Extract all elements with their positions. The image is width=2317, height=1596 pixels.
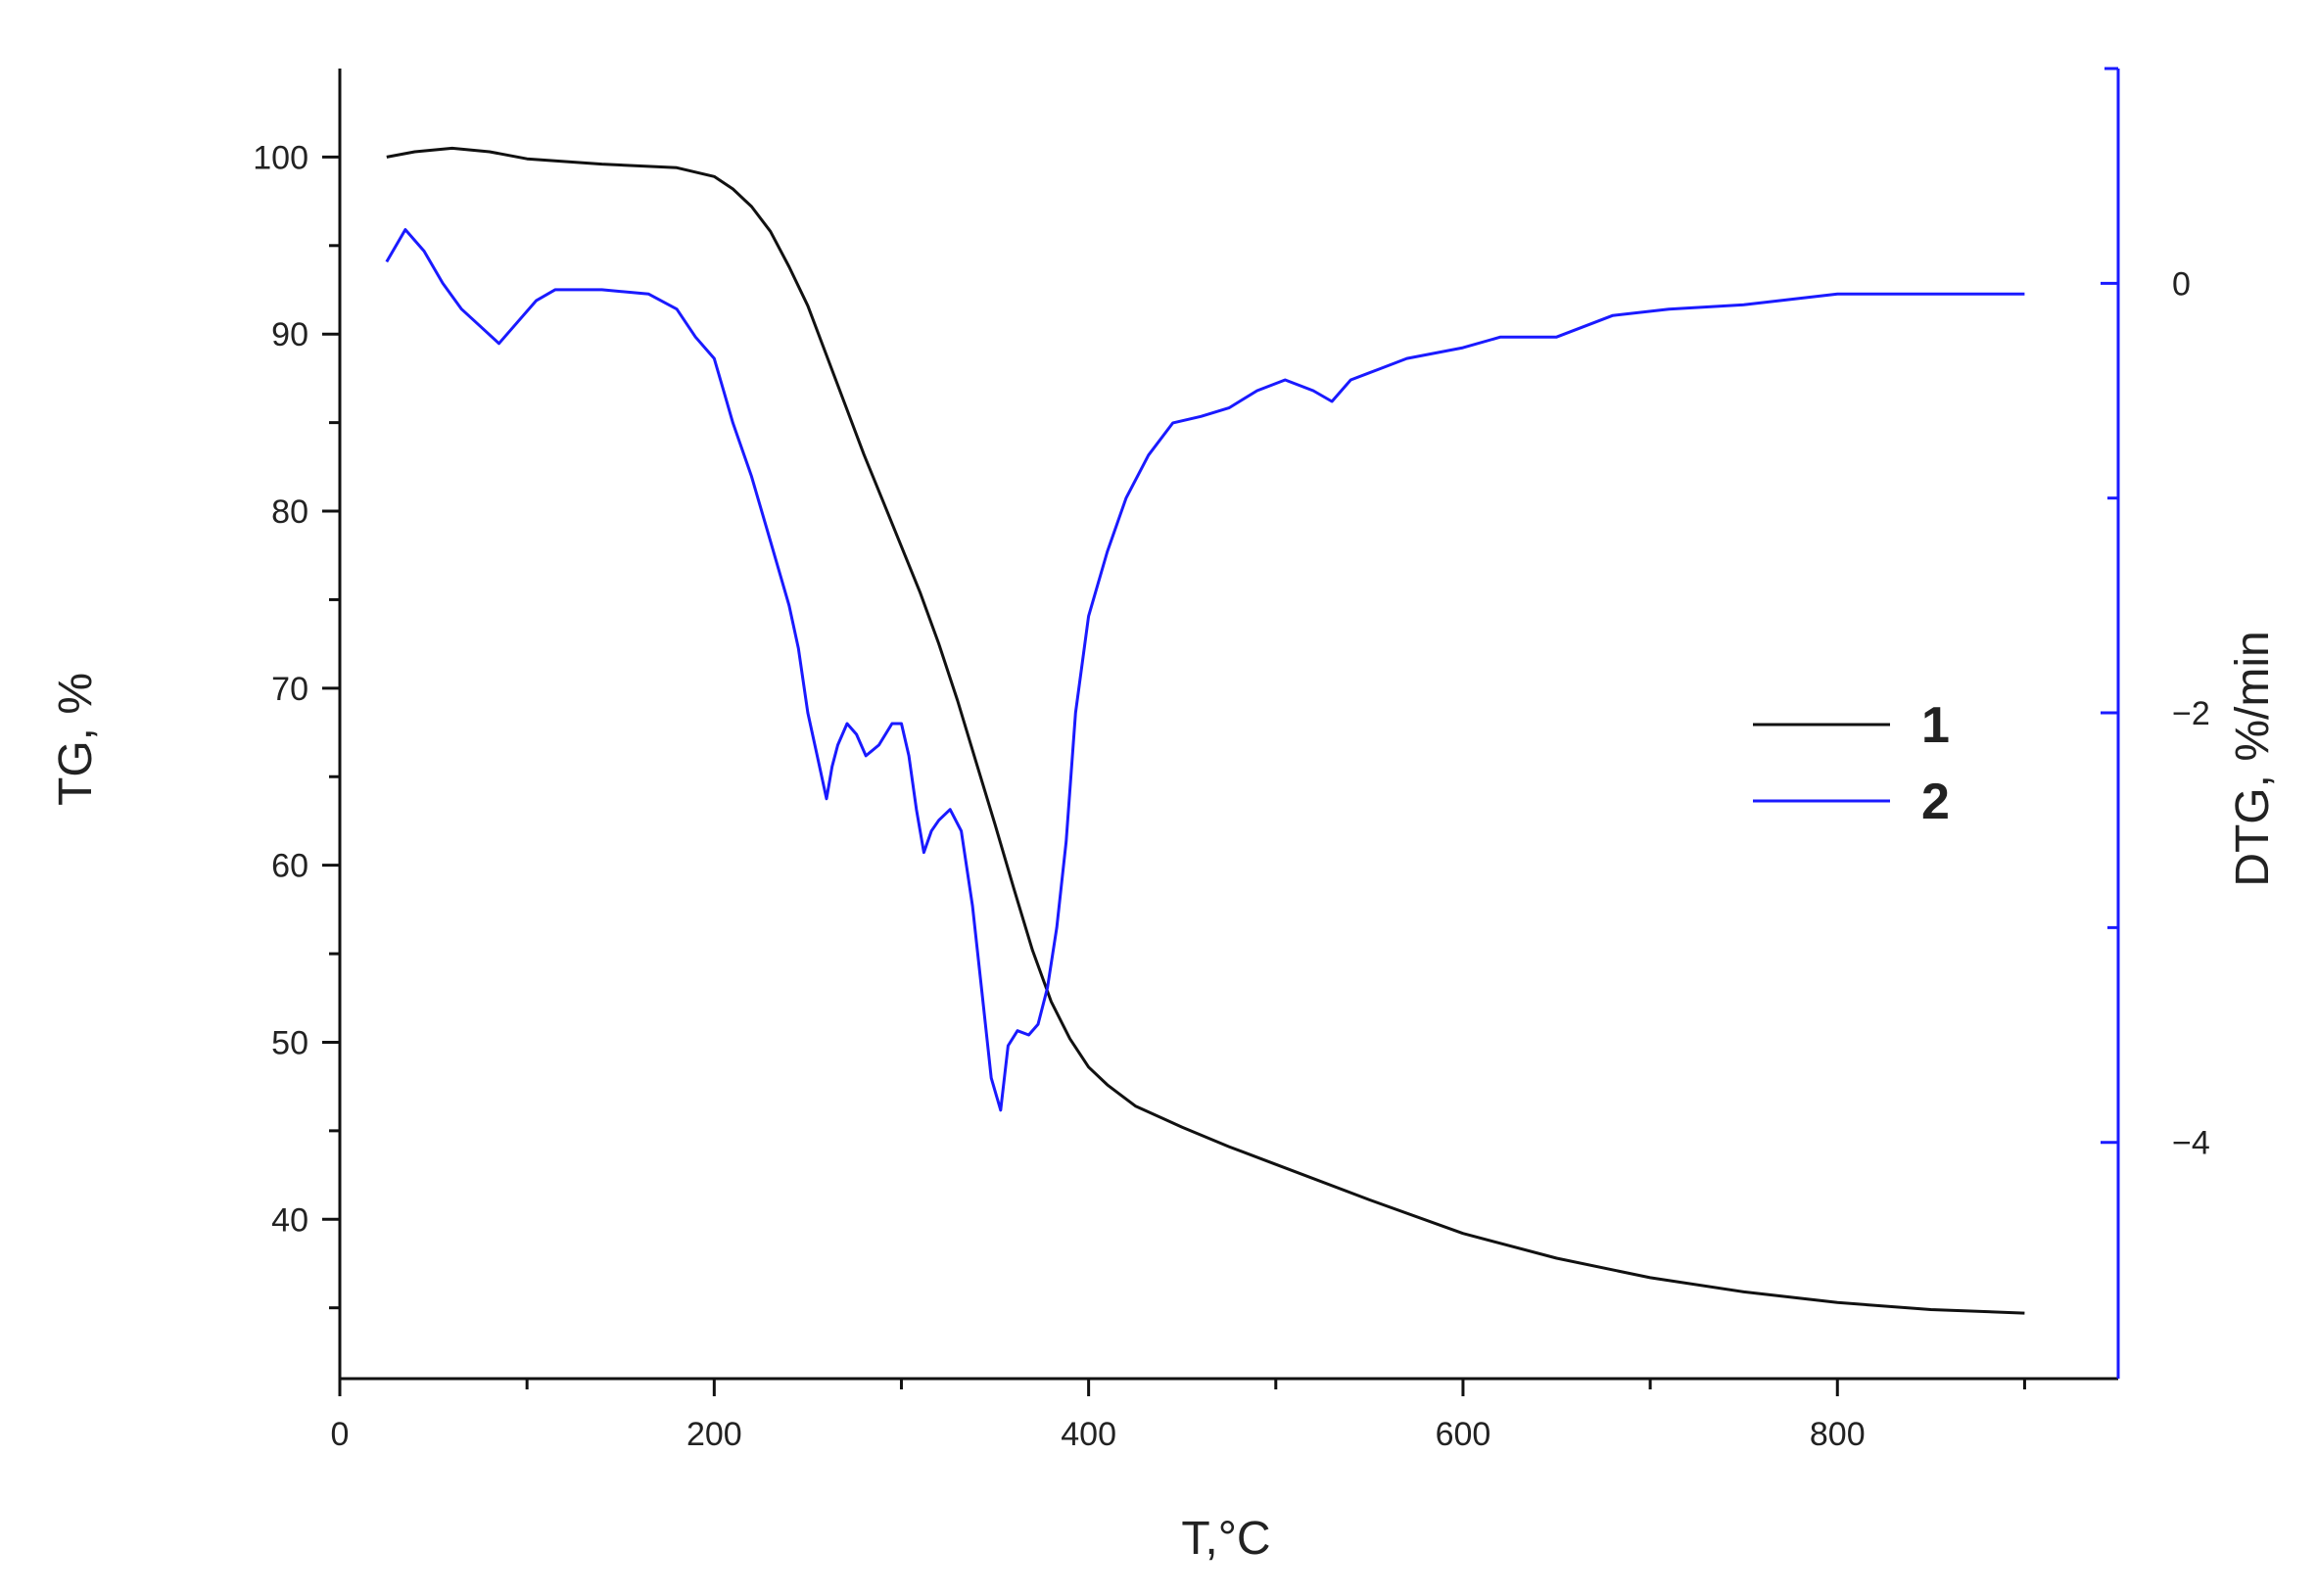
series-layer	[385, 146, 2025, 1315]
series-line-1	[386, 146, 2025, 1315]
x-tick-label: 400	[1061, 1416, 1116, 1453]
y-left-tick-label: 40	[271, 1201, 308, 1239]
x-tick-label: 800	[1810, 1416, 1866, 1453]
x-tick-label: 0	[331, 1416, 350, 1453]
legend-label-2: 2	[1921, 774, 1950, 830]
y-left-tick-label: 50	[271, 1024, 308, 1061]
ticks	[322, 155, 2118, 1396]
y-right-tick-label: −4	[2172, 1125, 2210, 1162]
legend-label-1: 1	[1921, 697, 1950, 754]
y-left-tick-label: 80	[271, 493, 308, 531]
legend: 1 2	[1753, 697, 1950, 830]
series-line-2	[385, 228, 2025, 1112]
y-right-tick-label: 0	[2172, 265, 2191, 303]
y-left-tick-label: 70	[271, 671, 308, 708]
x-tick-label: 200	[686, 1416, 742, 1453]
tick-labels: 0 200 400 600 800 40 50 60 70 80 90 100 0 −2 −4	[253, 139, 2210, 1453]
axes	[338, 67, 2120, 1381]
left-y-axis-title: TG, %	[50, 673, 102, 806]
x-tick-label: 600	[1436, 1416, 1491, 1453]
right-y-axis-title: DTG, %/min	[2227, 631, 2279, 886]
y-right-tick-label: −2	[2172, 695, 2210, 732]
y-left-tick-label: 60	[271, 848, 308, 885]
y-left-tick-label: 90	[271, 316, 308, 353]
x-axis-title: T,°C	[1181, 1513, 1270, 1565]
y-left-tick-label: 100	[253, 139, 308, 176]
